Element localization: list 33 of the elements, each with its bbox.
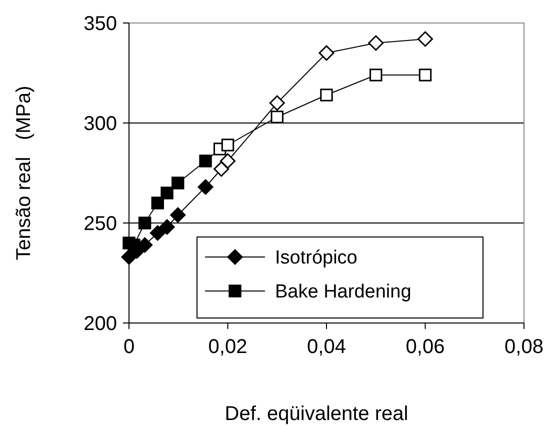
x-tick-label: 0,08 [504,336,544,358]
point [220,153,236,169]
point [221,138,234,152]
point [159,219,175,235]
point [198,179,214,195]
point [160,186,174,200]
x-tick-label: 0,06 [406,336,445,358]
y-tick-label: 200 [84,313,117,335]
point [214,161,230,177]
point [150,225,166,241]
point [199,154,212,168]
x-tick-label: 0,02 [208,336,248,358]
y-tick-label: 350 [84,13,117,35]
point [151,196,164,210]
point [269,95,285,111]
point [318,45,334,61]
x-tick-label: 0,04 [307,336,346,358]
point [270,110,284,124]
y-tick-label: 300 [84,113,117,135]
point [370,68,382,82]
point [138,216,152,230]
y-axis-title: Tensão real (MPa) [13,86,35,260]
x-axis-title: Def. eqüivalente real [224,403,408,425]
point [172,176,184,190]
y-tick-label: 250 [84,213,117,235]
point [368,35,384,51]
point [320,88,333,102]
point [418,31,433,47]
legend-label: Bake Hardening [275,282,412,303]
point [170,207,186,223]
x-tick-label: 0 [123,336,135,358]
legend-label: Isotrópico [275,248,358,269]
point [418,68,432,82]
